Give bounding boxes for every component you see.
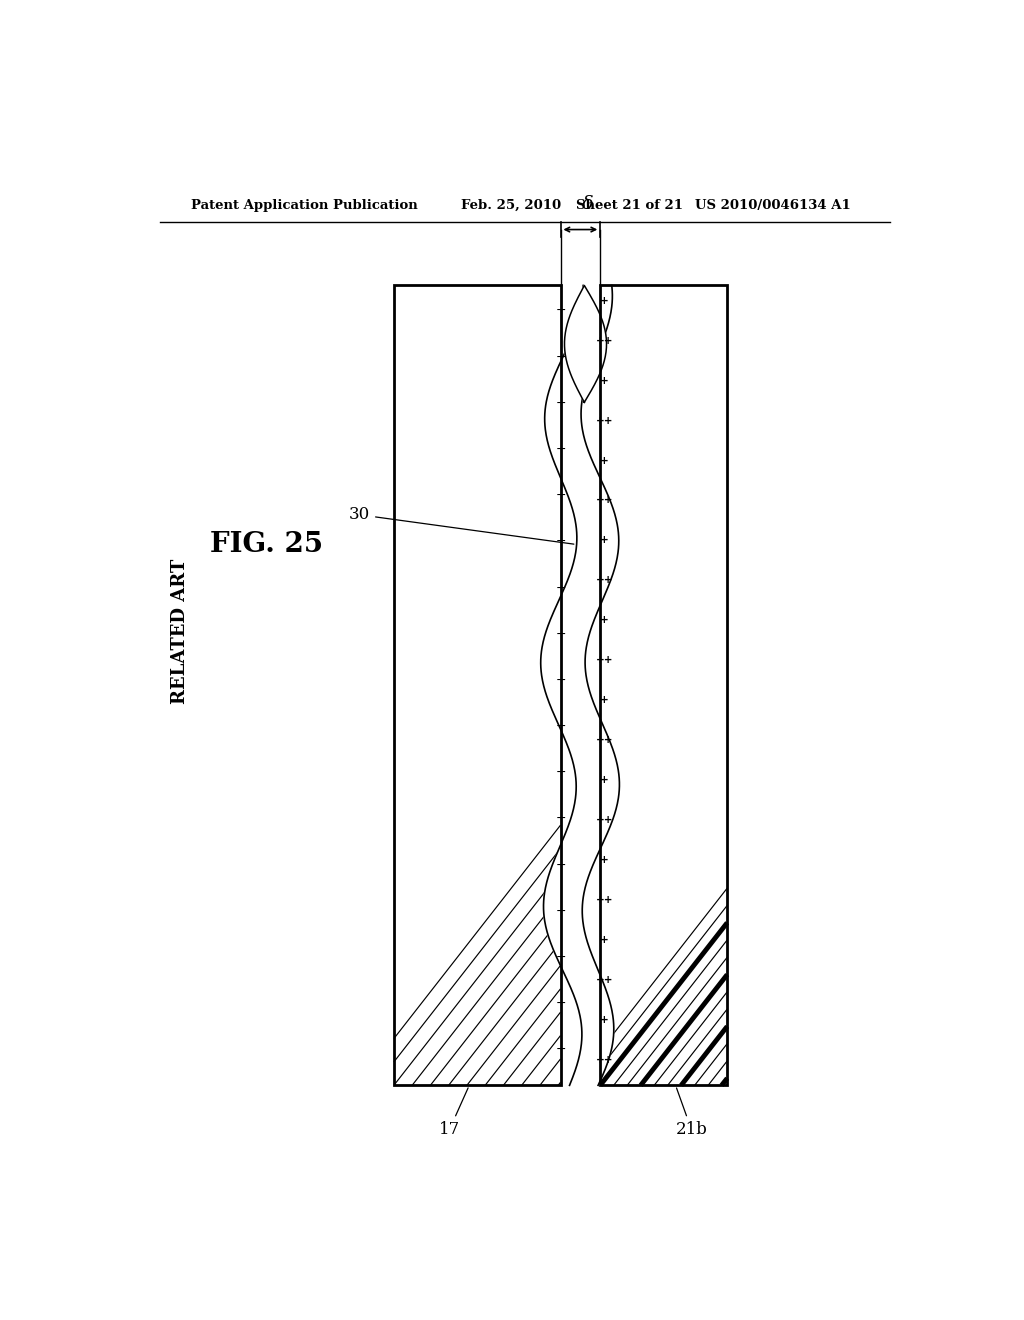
Text: +: + [600,455,608,466]
Text: ++: ++ [595,1055,613,1065]
Text: ++: ++ [595,655,613,665]
Text: FIG. 25: FIG. 25 [210,531,324,558]
Text: −: − [555,997,566,1010]
Bar [600,285,727,1085]
Text: −: − [555,673,566,686]
Text: Feb. 25, 2010: Feb. 25, 2010 [461,198,561,211]
Polygon shape [564,285,606,403]
Text: +: + [600,536,608,545]
Text: +: + [600,376,608,385]
Text: −: − [555,950,566,964]
Text: ++: ++ [595,975,613,985]
Text: ++: ++ [595,576,613,585]
Text: +: + [600,935,608,945]
Text: +: + [600,1015,608,1026]
Text: −: − [555,627,566,640]
Text: ++: ++ [595,335,613,346]
Text: ++: ++ [595,895,613,906]
Text: ++: ++ [595,735,613,746]
Text: −: − [555,766,566,779]
Bar [560,285,600,1085]
Text: +: + [600,775,608,785]
Bar [394,285,560,1085]
Polygon shape [541,285,620,1085]
Text: −: − [555,1043,566,1056]
Text: US 2010/0046134 A1: US 2010/0046134 A1 [695,198,851,211]
Text: Patent Application Publication: Patent Application Publication [191,198,418,211]
Text: +: + [600,296,608,306]
Text: +: + [600,615,608,626]
Text: ++: ++ [595,416,613,425]
Text: ++: ++ [595,816,613,825]
Text: −: − [555,490,566,502]
Text: −: − [555,581,566,594]
Text: −: − [555,719,566,733]
Text: −: − [555,812,566,825]
Text: 21b: 21b [676,1088,708,1138]
Text: −: − [555,444,566,455]
Text: −: − [555,536,566,548]
Text: +: + [600,696,608,705]
Bar [394,285,560,1085]
Text: +: + [600,855,608,865]
Text: Sheet 21 of 21: Sheet 21 of 21 [577,198,683,211]
Text: −: − [555,351,566,363]
Text: −: − [555,858,566,871]
Text: −: − [555,397,566,409]
Text: δ: δ [583,195,594,213]
Text: ++: ++ [595,495,613,506]
Bar [600,285,727,1085]
Text: RELATED ART: RELATED ART [171,558,188,704]
Text: −: − [555,305,566,317]
Text: 17: 17 [438,1088,468,1138]
Text: −: − [555,904,566,917]
Text: 30: 30 [349,507,573,544]
